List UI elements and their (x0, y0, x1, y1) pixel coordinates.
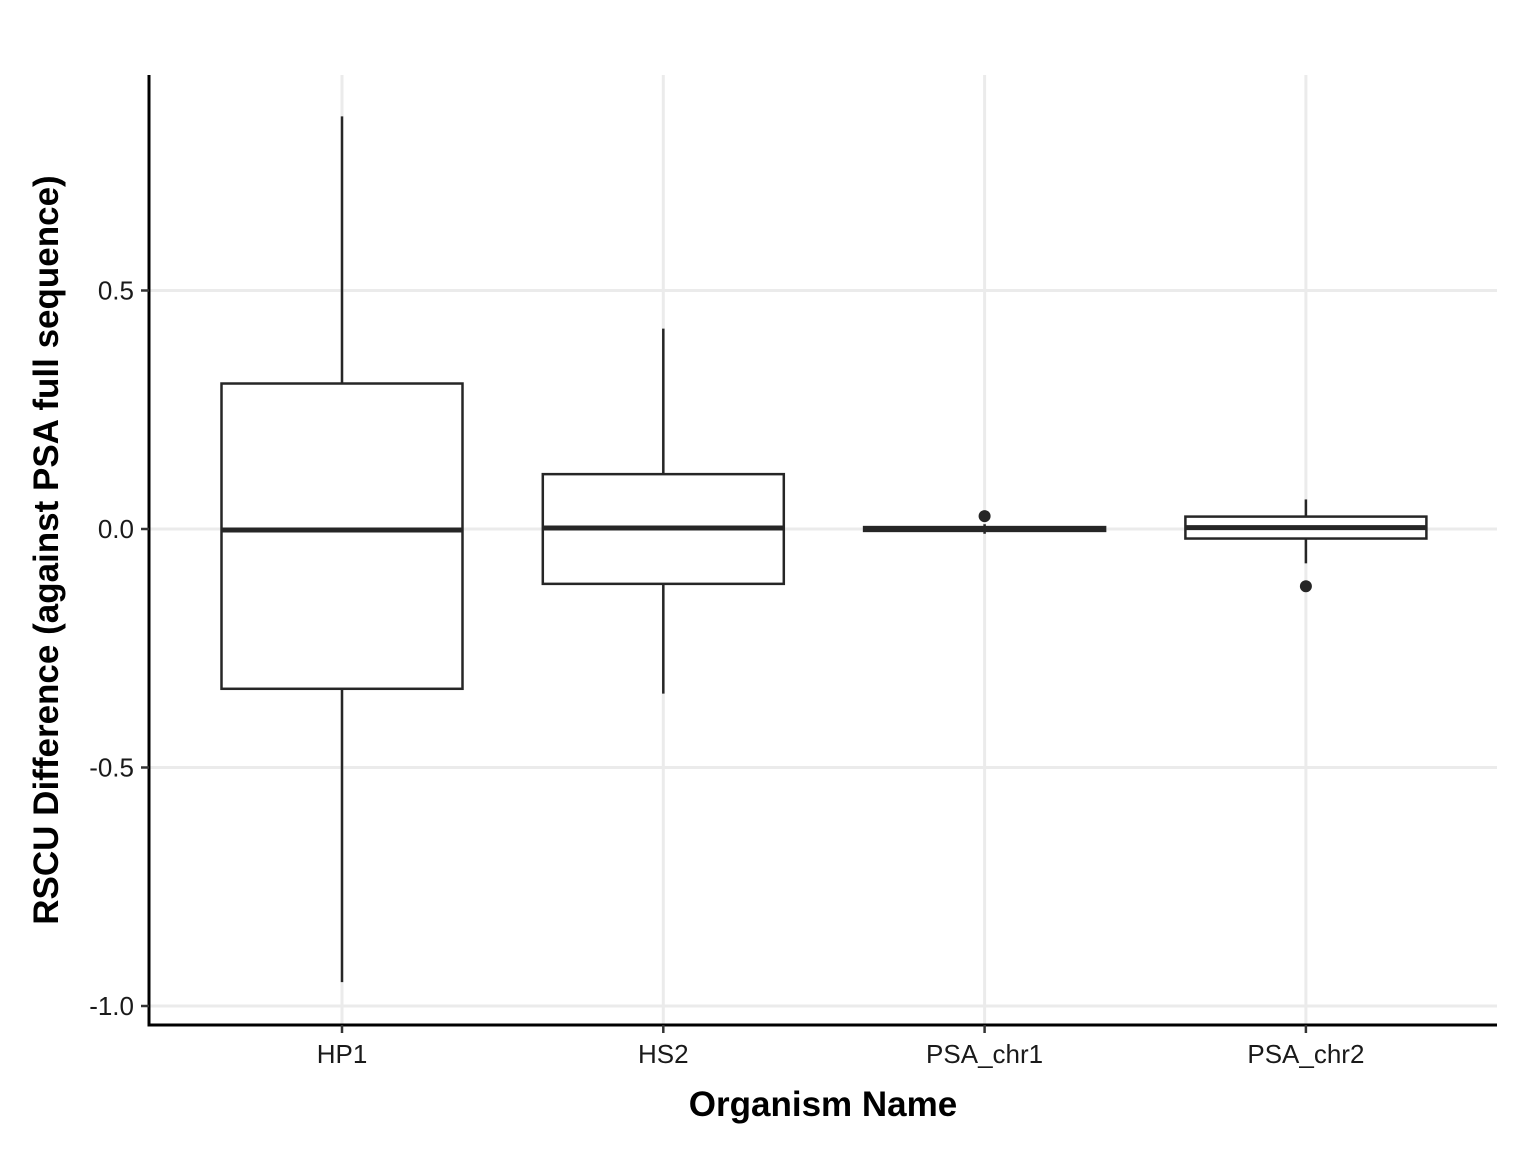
box-body (220, 382, 464, 691)
x-tick-label: PSA_chr2 (1247, 1039, 1364, 1069)
y-tick-label: -0.5 (89, 753, 134, 783)
x-tick-label: PSA_chr1 (926, 1039, 1043, 1069)
box-HS2 (541, 328, 786, 694)
y-tick-label: 0.5 (98, 276, 134, 306)
outlier-point (1299, 580, 1312, 593)
box-PSA_chr1 (862, 510, 1107, 534)
boxes (220, 116, 1428, 983)
y-tick-label: -1.0 (89, 991, 134, 1021)
outlier-point (978, 510, 991, 523)
x-tick-label: HS2 (638, 1039, 689, 1069)
x-axis-title: Organism Name (689, 1085, 957, 1124)
axis-ticks: 0.5 0.0 -0.5 -1.0 HP1 HS2 PSA_chr1 PSA_chr2 (89, 276, 1364, 1070)
y-tick-label: 0.0 (98, 514, 134, 544)
box-HP1 (220, 116, 464, 983)
box-PSA_chr2 (1184, 499, 1428, 593)
y-axis-title: RSCU Difference (against PSA full sequen… (27, 175, 66, 924)
x-tick-label: HP1 (317, 1039, 368, 1069)
